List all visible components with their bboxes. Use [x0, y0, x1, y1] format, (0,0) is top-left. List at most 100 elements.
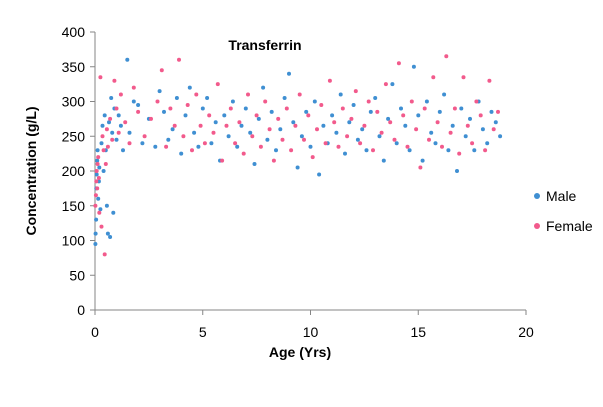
data-point-male [368, 109, 373, 114]
data-point-male [153, 144, 158, 149]
data-point-male [93, 242, 98, 246]
data-point-male [98, 207, 103, 212]
data-point-male [399, 106, 403, 111]
data-point-female [96, 176, 101, 180]
data-point-female [366, 99, 371, 104]
y-tick-label: 350 [62, 59, 86, 75]
data-point-male [99, 141, 104, 146]
data-point-female [181, 134, 186, 139]
data-point-female [98, 75, 103, 80]
legend-marker-male [534, 193, 540, 199]
data-point-male [243, 106, 248, 111]
data-point-female [241, 151, 246, 156]
data-point-female [302, 137, 306, 142]
data-point-female [392, 137, 397, 142]
data-point-female [444, 54, 449, 59]
data-point-male [455, 169, 459, 173]
x-tick-label: 0 [91, 324, 99, 340]
data-point-female [172, 123, 177, 128]
data-point-female [353, 89, 358, 94]
data-point-male [125, 57, 130, 62]
data-point-male [114, 137, 119, 142]
data-point-female [155, 99, 160, 104]
data-point-male [407, 148, 412, 153]
data-point-female [168, 106, 173, 111]
data-point-male [256, 116, 261, 121]
data-point-male [94, 217, 99, 222]
data-point-male [110, 130, 115, 135]
data-point-female [409, 99, 414, 104]
data-point-male [183, 113, 188, 118]
data-point-male [261, 85, 266, 90]
y-tick-label: 400 [62, 24, 86, 40]
data-point-male [248, 130, 253, 135]
data-point-male [187, 85, 192, 90]
data-point-male [287, 71, 291, 76]
data-point-female [327, 78, 332, 83]
data-point-male [463, 134, 468, 139]
data-point-male [394, 141, 399, 146]
y-tick-label: 50 [69, 267, 85, 283]
data-point-male [420, 158, 425, 163]
data-point-female [254, 113, 259, 118]
data-point-female [131, 85, 136, 90]
data-point-male [424, 99, 429, 104]
data-point-male [282, 96, 287, 100]
data-point-male [162, 109, 166, 114]
tick-layer: 0 50 100 150 200 250 300 350 400 0 5 10 15 20 [62, 24, 534, 340]
data-point-male [312, 99, 317, 104]
y-tick-label: 250 [62, 128, 86, 144]
data-point-female [93, 193, 98, 198]
data-point-female [164, 144, 169, 149]
x-tick-label: 15 [410, 324, 426, 340]
data-point-male [205, 96, 210, 100]
data-point-female [114, 106, 119, 111]
data-point-female [276, 116, 281, 121]
data-point-female [379, 130, 384, 135]
data-point-female [194, 92, 199, 97]
data-point-female [465, 123, 470, 128]
data-point-female [202, 141, 207, 146]
data-point-male [493, 120, 498, 125]
data-point-male [377, 134, 382, 139]
data-point-female [388, 120, 393, 125]
data-point-male [265, 137, 270, 142]
data-point-male [386, 116, 391, 121]
data-point-female [108, 116, 113, 121]
data-point-male [437, 109, 442, 114]
data-point-male [278, 127, 283, 132]
data-point-male [170, 127, 175, 132]
data-point-female [310, 155, 315, 160]
data-point-female [102, 252, 107, 257]
data-point-male [136, 103, 141, 107]
data-point-female [185, 103, 190, 107]
data-point-male [330, 113, 335, 118]
data-point-female [375, 109, 380, 114]
data-point-male [299, 134, 304, 139]
data-point-male [321, 123, 326, 128]
data-point-male [489, 109, 494, 114]
data-point-female [103, 162, 108, 166]
data-point-female [315, 127, 319, 132]
data-point-female [211, 130, 216, 135]
x-tick-label: 5 [199, 324, 207, 340]
data-point-male [209, 141, 214, 146]
data-point-female [405, 144, 410, 149]
data-point-male [109, 96, 114, 100]
data-point-male [94, 172, 99, 177]
data-point-male [252, 162, 257, 166]
data-point-male [192, 130, 197, 135]
data-point-male [121, 148, 125, 153]
data-point-male [295, 165, 300, 170]
data-point-female [448, 130, 453, 135]
data-point-male [118, 123, 123, 128]
data-point-female [93, 203, 98, 208]
data-point-female [457, 151, 462, 156]
data-point-male [127, 130, 132, 135]
data-point-female [215, 82, 220, 87]
data-point-female [250, 134, 255, 139]
data-point-male [104, 203, 109, 208]
data-point-male [468, 116, 472, 121]
data-point-female [94, 169, 99, 173]
data-point-female [149, 116, 153, 121]
